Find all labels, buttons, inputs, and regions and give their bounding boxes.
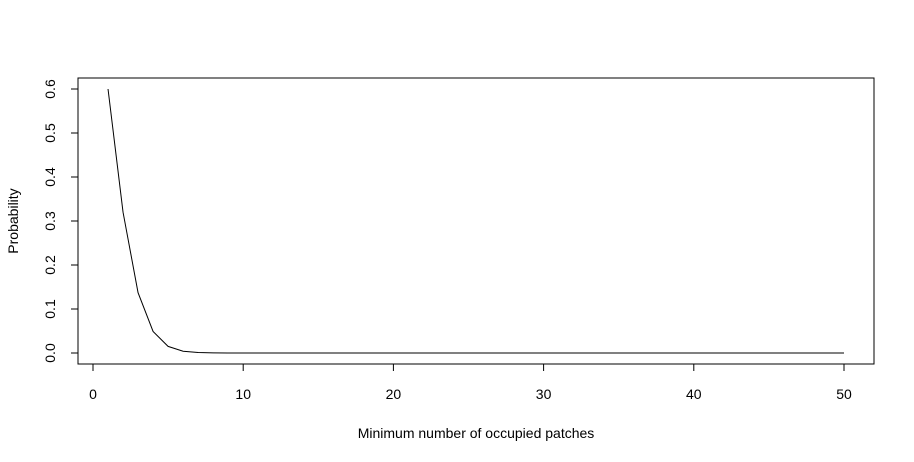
x-tick-label: 30 xyxy=(536,386,552,402)
x-tick-label: 50 xyxy=(836,386,852,402)
y-tick-label: 0.0 xyxy=(42,343,58,363)
probability-line xyxy=(107,88,844,354)
x-tick-label: 40 xyxy=(686,386,702,402)
y-axis-title: Probability xyxy=(5,188,21,253)
y-tick-label: 0.5 xyxy=(42,123,58,143)
y-tick-label: 0.3 xyxy=(42,211,58,231)
x-axis: 0 10 20 30 40 50 xyxy=(89,363,852,402)
y-tick-label: 0.6 xyxy=(42,79,58,99)
y-tick-label: 0.1 xyxy=(42,299,58,319)
y-tick-label: 0.2 xyxy=(42,255,58,275)
plot-frame xyxy=(77,77,875,365)
x-tick-label: 0 xyxy=(89,386,97,402)
y-axis: 0.0 0.1 0.2 0.3 0.4 0.5 0.6 xyxy=(42,79,79,363)
y-tick-label: 0.4 xyxy=(42,167,58,187)
x-axis-title: Minimum number of occupied patches xyxy=(358,425,595,441)
x-tick-label: 20 xyxy=(386,386,402,402)
x-tick-label: 10 xyxy=(235,386,251,402)
